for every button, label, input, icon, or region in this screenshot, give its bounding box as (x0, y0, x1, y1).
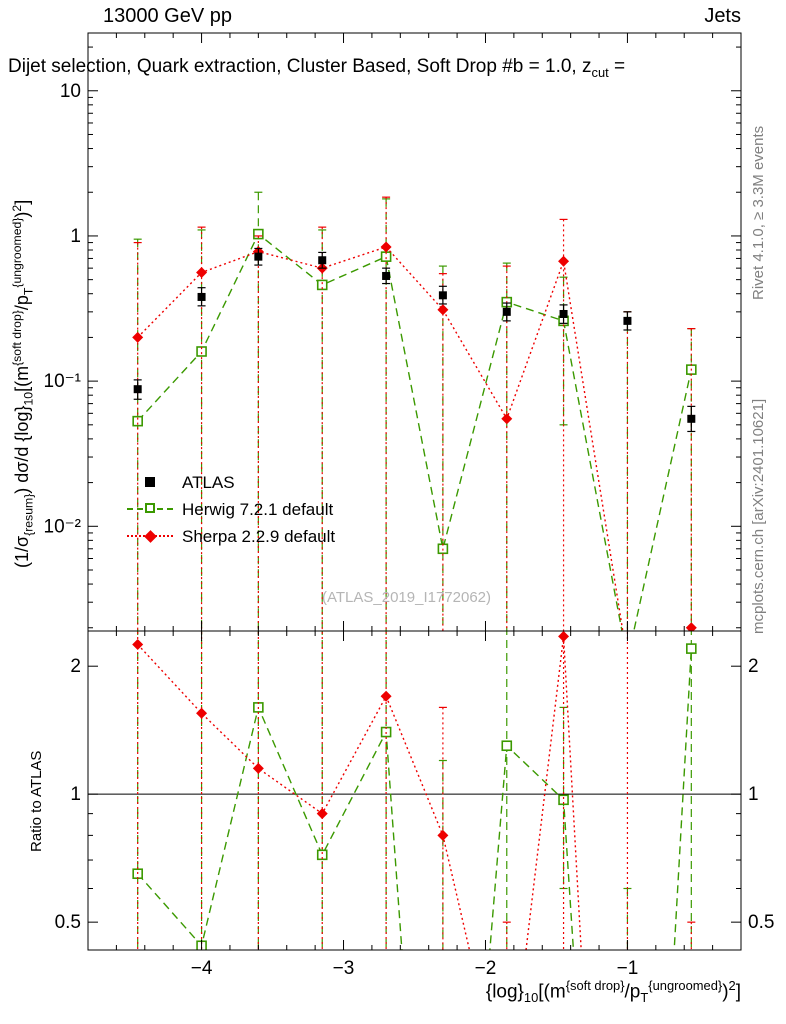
herwig-marker-sample (127, 503, 173, 516)
filled-square-icon (145, 477, 155, 487)
plot-title: Dijet selection, Quark extraction, Clust… (8, 56, 625, 80)
sherpa-line (137, 246, 692, 631)
atlas-marker (133, 385, 142, 394)
process-label: Jets (704, 5, 741, 27)
x-tick-label: −3 (333, 958, 355, 979)
open-square-icon (145, 503, 155, 513)
sherpa-marker (437, 304, 449, 316)
sherpa-marker (380, 690, 392, 702)
ratio-tick-label-right: 1 (748, 784, 759, 805)
sherpa-marker (380, 241, 392, 253)
y-tick-label: 10 (60, 81, 81, 102)
plot-title-subscript: cut (591, 64, 609, 80)
axes-layer: −4 −3 −2 −1 10 1 10⁻¹ 10⁻² 2 2 1 1 0.5 0.5 (44, 32, 774, 979)
y-axis-title: (1/σ{resum}) dσ/d {log}10[(m{soft drop}/… (10, 199, 36, 568)
sherpa-marker-sample (127, 530, 173, 543)
ratio-panel-frame (87, 630, 742, 951)
herwig-marker (316, 279, 328, 291)
sherpa-marker (252, 762, 264, 774)
atlas-marker (559, 309, 568, 318)
atlas-marker-sample (127, 476, 173, 489)
x-tick-label: −1 (617, 958, 639, 979)
sherpa-marker (558, 255, 570, 267)
ratio-tick-label-left: 1 (70, 784, 81, 805)
sherpa-marker (196, 707, 208, 719)
rivet-version-note: Rivet 4.1.0, ≥ 3.3M events (750, 125, 767, 300)
ratio-tick-label-left: 2 (70, 656, 81, 677)
legend-label: Sherpa 2.2.9 default (182, 526, 336, 546)
ratio-axis-title: Ratio to ATLAS (28, 750, 45, 852)
mcplots-arxiv-note: mcplots.cern.ch [arXiv:2401.10621] (750, 398, 767, 634)
sherpa-marker (132, 638, 144, 650)
sherpa-marker (501, 413, 513, 425)
sherpa-marker (685, 622, 697, 631)
main-panel-series (132, 191, 697, 631)
sherpa-marker (132, 331, 144, 343)
sherpa-line (137, 636, 582, 950)
herwig-marker (132, 415, 143, 427)
atlas-marker (382, 271, 391, 280)
x-axis-title: {log}10[(m{soft drop}/pT{ungroomed})2] (485, 978, 741, 1006)
atlas-marker (197, 292, 206, 301)
sherpa-marker (437, 829, 449, 841)
x-tick-label: −2 (475, 958, 497, 979)
atlas-marker (502, 307, 511, 316)
atlas-marker (254, 252, 263, 261)
legend: ATLAS Herwig 7.2.1 default Sherpa 2.2.9 … (127, 469, 335, 550)
atlas-marker (438, 291, 447, 300)
atlas-marker (687, 414, 696, 423)
plot-title-suffix: = (608, 56, 626, 77)
sherpa-marker (316, 808, 328, 820)
sherpa-marker (558, 631, 570, 642)
herwig-marker (558, 794, 569, 806)
sherpa-marker (196, 267, 208, 279)
herwig-marker (316, 849, 328, 861)
legend-label: ATLAS (182, 472, 235, 492)
atlas-marker (623, 316, 632, 325)
herwig-marker (501, 740, 513, 752)
legend-label: Herwig 7.2.1 default (182, 499, 334, 519)
y-tick-label: 10⁻¹ (44, 371, 82, 392)
filled-diamond-icon (144, 530, 157, 543)
herwig-marker (686, 643, 697, 654)
herwig-line (137, 232, 692, 631)
ratio-tick-label-right: 0.5 (748, 912, 774, 933)
atlas-marker (318, 256, 327, 265)
y-tick-label: 10⁻² (44, 516, 82, 537)
legend-item-atlas: ATLAS (127, 469, 335, 496)
ratio-tick-label-left: 0.5 (55, 912, 81, 933)
herwig-marker (196, 346, 207, 357)
legend-item-sherpa: Sherpa 2.2.9 default (127, 523, 335, 550)
analysis-id-watermark: (ATLAS_2019_I1772062) (322, 589, 492, 606)
ratio-tick-label-right: 2 (748, 656, 759, 677)
herwig-marker (253, 228, 264, 240)
legend-item-herwig: Herwig 7.2.1 default (127, 496, 335, 523)
beam-energy-label: 13000 GeV pp (103, 5, 232, 27)
y-tick-label: 1 (70, 226, 81, 247)
plot-title-text: Dijet selection, Quark extraction, Clust… (8, 56, 592, 77)
x-tick-label: −4 (191, 958, 213, 979)
herwig-line (137, 648, 693, 950)
ratio-panel-series (88, 631, 741, 950)
